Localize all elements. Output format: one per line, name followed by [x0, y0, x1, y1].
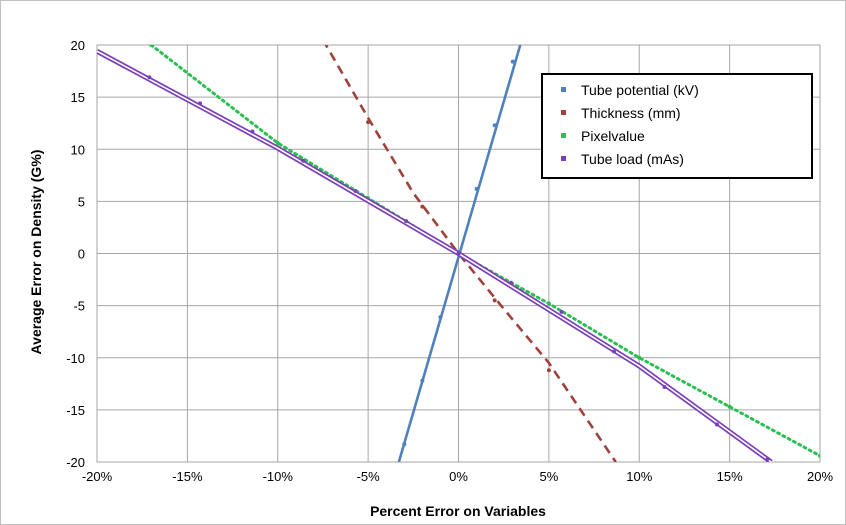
- y-tick-label: 5: [78, 194, 85, 209]
- tube-potential-kv-point: [438, 315, 443, 320]
- tube-potential-kv-point: [474, 186, 479, 191]
- tube-load-mas-point: [559, 309, 564, 314]
- legend-box: [541, 73, 813, 179]
- tube-load-mas-legend-marker: [561, 156, 566, 161]
- tube-load-mas-point: [147, 75, 152, 80]
- thickness-mm-point: [492, 298, 497, 303]
- x-tick-label: -20%: [82, 469, 113, 484]
- x-tick-label: -5%: [357, 469, 381, 484]
- series-clip-group: [97, 45, 820, 462]
- x-tick-label: -15%: [172, 469, 203, 484]
- tube-load-mas-point: [714, 422, 719, 427]
- x-tick-label: 20%: [807, 469, 833, 484]
- legend-entries: Tube potential (kV) Thickness (mm) Pixelva…: [561, 82, 699, 167]
- x-tick-label: 0%: [449, 469, 468, 484]
- tube-potential-kv-legend-marker: [561, 87, 566, 92]
- y-tick-label: 10: [71, 142, 85, 157]
- tube-load-mas-point: [508, 280, 513, 285]
- thickness-mm-line: [324, 45, 617, 462]
- tube-potential-kv-point: [420, 378, 425, 383]
- pixelvalue-line: [149, 45, 820, 458]
- y-tick-label: -10: [66, 351, 85, 366]
- pixelvalue-point: [637, 355, 642, 360]
- thickness-mm-point: [420, 204, 425, 209]
- x-tick-label: 10%: [626, 469, 652, 484]
- plot-area: [96, 44, 821, 463]
- y-tick-label: -15: [66, 403, 85, 418]
- x-axis-title: Percent Error on Variables: [370, 503, 546, 519]
- tick-layer: -20% -15% -10% -5% 0% 5% 10% 15% 20% 20 15 10 5 0 -5 -1…: [66, 38, 833, 484]
- tube-load-mas-point: [301, 158, 306, 163]
- tube-potential-kv-point: [510, 59, 515, 64]
- y-tick-label: 20: [71, 38, 85, 53]
- pixelvalue-legend-label: Pixelvalue: [581, 128, 645, 144]
- series-layer: [97, 45, 820, 462]
- pixelvalue-point: [727, 404, 732, 409]
- pixelvalue-legend-marker: [561, 133, 566, 138]
- legend: Tube potential (kV) Thickness (mm) Pixelva…: [541, 73, 813, 179]
- y-axis-title: Average Error on Density (G%): [28, 150, 44, 355]
- y-tick-label: -5: [73, 299, 85, 314]
- thickness-mm-legend-marker: [561, 110, 566, 115]
- x-tick-label: -10%: [263, 469, 294, 484]
- tube-potential-kv-line: [397, 45, 522, 462]
- x-tick-label: 5%: [539, 469, 558, 484]
- tube-load-mas-legend-label: Tube load (mAs): [581, 151, 684, 167]
- tube-load-mas-point: [456, 251, 461, 256]
- tube-load-mas-point: [611, 349, 616, 354]
- pixelvalue-point: [149, 45, 154, 47]
- tube-potential-kv-legend-label: Tube potential (kV): [581, 82, 699, 98]
- grid-layer: [96, 44, 821, 463]
- tube-load-mas-point: [198, 101, 203, 106]
- y-tick-label: 15: [71, 90, 85, 105]
- pixelvalue-point: [275, 140, 280, 145]
- tube-load-mas-point: [662, 384, 667, 389]
- tube-potential-kv-point: [402, 442, 407, 447]
- tube-load-mas-point: [250, 129, 255, 134]
- pixelvalue-point: [546, 301, 551, 306]
- thickness-mm-legend-label: Thickness (mm): [581, 105, 681, 121]
- thickness-mm-point: [546, 368, 551, 373]
- y-tick-label: -20: [66, 455, 85, 470]
- pixelvalue-point: [818, 453, 820, 458]
- tube-load-mas-point: [353, 188, 358, 193]
- x-tick-label: 15%: [717, 469, 743, 484]
- tube-load-mas-point: [765, 456, 770, 461]
- tube-load-mas-point: [404, 219, 409, 224]
- thickness-mm-point: [366, 120, 371, 125]
- y-tick-label: 0: [78, 247, 85, 262]
- tube-potential-kv-point: [492, 123, 497, 128]
